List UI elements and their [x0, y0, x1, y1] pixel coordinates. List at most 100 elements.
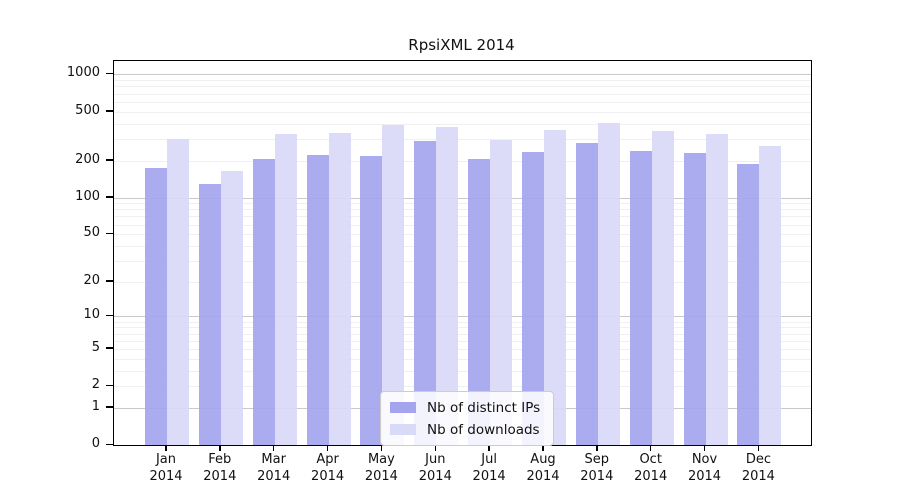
bar-downloads-jun [436, 126, 459, 445]
x-axis-tick-label: Feb 2014 [190, 452, 250, 485]
bar-distinct-ips-jan [145, 168, 167, 445]
y-axis-tick [106, 72, 113, 75]
x-axis-tick [542, 445, 544, 451]
minor-gridline [114, 327, 811, 329]
minor-gridline [114, 340, 811, 342]
x-label-month: Sep [584, 452, 610, 467]
bar-distinct-ips-jun [414, 141, 437, 445]
x-label-year: 2014 [634, 468, 668, 484]
minor-gridline [114, 216, 811, 218]
x-label-month: Jun [425, 452, 446, 467]
x-axis-tick [596, 445, 598, 451]
bar-distinct-ips-nov [683, 152, 706, 445]
x-axis-tick-label: Oct 2014 [621, 452, 681, 485]
major-gridline [114, 197, 811, 199]
x-label-month: Aug [530, 452, 556, 467]
minor-gridline [114, 93, 811, 95]
x-axis-tick-label: Dec 2014 [728, 452, 788, 485]
y-axis-tick [106, 196, 113, 198]
x-axis-tick [326, 445, 329, 451]
legend: Nb of distinct IPs Nb of downloads [380, 391, 555, 446]
x-axis-tick [219, 445, 221, 451]
bar-distinct-ips-jul [468, 159, 491, 445]
x-axis-tick [272, 445, 275, 451]
x-label-month: Nov [691, 452, 718, 467]
x-axis-tick-label: Nov 2014 [675, 452, 735, 485]
bar-downloads-dec [759, 146, 782, 445]
minor-gridline [114, 86, 811, 88]
y-axis-tick [106, 443, 113, 445]
x-label-year: 2014 [741, 468, 775, 484]
x-label-year: 2014 [472, 468, 506, 484]
x-label-year: 2014 [257, 468, 291, 484]
x-label-month: Apr [316, 452, 339, 467]
x-label-month: Mar [261, 452, 286, 467]
y-axis-tick-label: 5 [91, 339, 100, 355]
y-axis-tick-label: 0 [91, 436, 100, 451]
x-axis-tick-label: Mar 2014 [244, 452, 304, 485]
legend-item-distinct-ips: Nb of distinct IPs [390, 398, 540, 417]
y-axis-tick-label: 1 [91, 398, 100, 414]
x-label-month: Oct [639, 452, 662, 467]
minor-gridline [114, 386, 811, 388]
major-gridline [114, 316, 811, 318]
bar-distinct-ips-feb [198, 183, 221, 445]
bar-downloads-may [382, 124, 405, 445]
y-axis-tick-label: 100 [75, 188, 100, 204]
y-axis-tick [106, 110, 113, 112]
x-axis-tick [703, 445, 706, 451]
y-axis-tick [106, 406, 113, 408]
x-axis-tick-label: Jul 2014 [459, 452, 519, 485]
minor-gridline [114, 80, 811, 82]
bar-downloads-feb [220, 171, 243, 445]
legend-item-downloads: Nb of downloads [390, 420, 540, 439]
bar-downloads-oct [651, 131, 674, 445]
bar-distinct-ips-apr [306, 154, 329, 445]
minor-gridline [114, 358, 811, 360]
minor-gridline [114, 281, 811, 283]
bar-distinct-ips-sep [575, 143, 598, 445]
minor-gridline [114, 111, 811, 113]
x-label-year: 2014 [203, 468, 237, 484]
y-axis-tick-label: 500 [75, 102, 100, 118]
minor-gridline [114, 245, 811, 247]
x-label-year: 2014 [580, 468, 614, 484]
minor-gridline [114, 203, 811, 205]
x-axis-tick-label: Aug 2014 [513, 452, 573, 485]
x-label-month: Feb [208, 452, 232, 467]
y-axis-tick [106, 314, 113, 317]
minor-gridline [114, 123, 811, 125]
x-axis-tick [488, 445, 490, 451]
minor-gridline [114, 160, 811, 162]
x-axis-tick-label: May 2014 [351, 452, 411, 485]
bar-distinct-ips-aug [521, 151, 544, 445]
x-axis-tick [380, 445, 383, 451]
x-axis-tick [649, 445, 652, 451]
x-label-year: 2014 [418, 468, 452, 484]
major-gridline [114, 74, 811, 76]
x-axis-tick-label: Jun 2014 [405, 452, 465, 485]
y-axis-tick-label: 2 [91, 377, 100, 393]
y-axis-tick-label: 200 [75, 151, 100, 167]
minor-gridline [114, 209, 811, 211]
y-axis-tick-label: 50 [83, 225, 100, 241]
x-label-year: 2014 [311, 468, 345, 484]
minor-gridline [114, 138, 811, 140]
y-axis-tick [106, 280, 113, 282]
x-axis-tick-label: Apr 2014 [298, 452, 358, 485]
x-label-year: 2014 [687, 468, 722, 484]
bar-downloads-jan [167, 138, 189, 445]
minor-gridline [114, 321, 811, 323]
x-label-month: Jul [481, 452, 497, 467]
x-label-month: Jan [155, 452, 177, 467]
x-label-month: Dec [745, 452, 771, 467]
x-axis-tick [434, 445, 436, 451]
x-axis-tick-label: Sep 2014 [567, 452, 627, 485]
minor-gridline [114, 224, 811, 226]
legend-swatch-downloads [390, 424, 416, 435]
minor-gridline [114, 234, 811, 236]
bar-distinct-ips-dec [737, 164, 760, 445]
plot-area [113, 60, 812, 446]
y-axis-tick [106, 159, 113, 161]
x-axis-tick [757, 445, 760, 451]
